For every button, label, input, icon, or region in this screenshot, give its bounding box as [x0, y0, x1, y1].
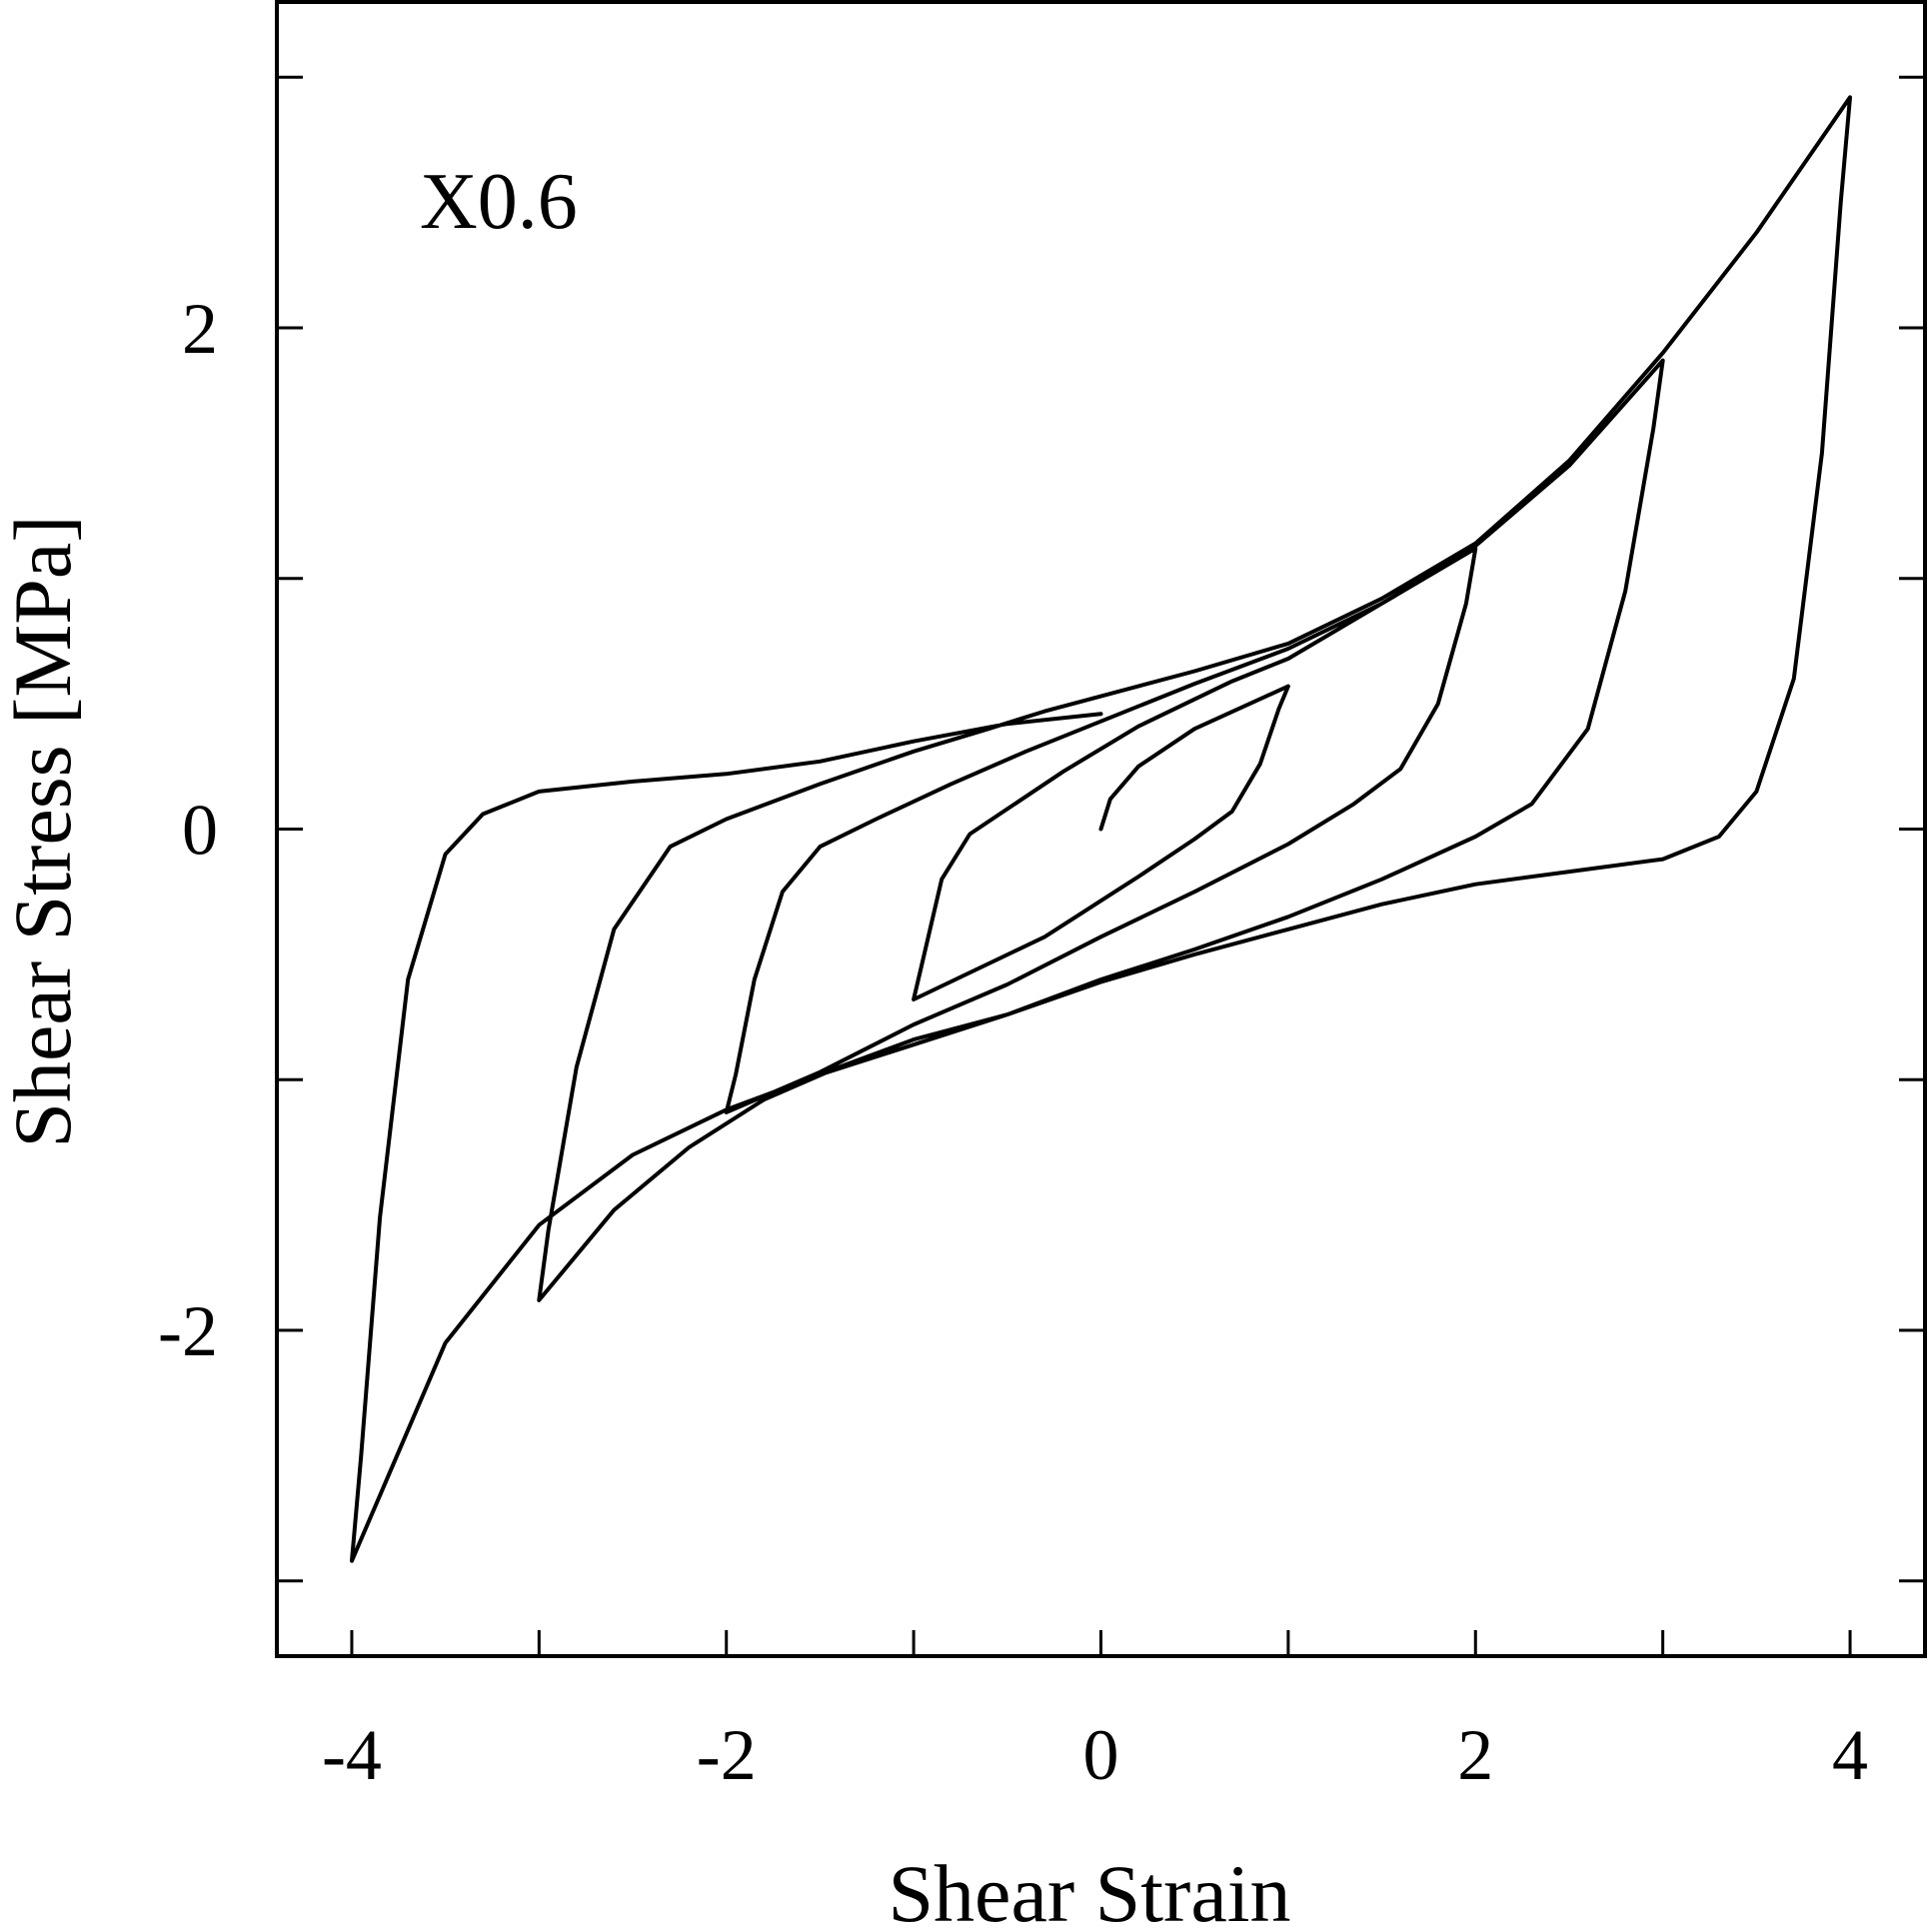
y-tick-label: 0: [182, 791, 218, 871]
y-tick-label: -2: [158, 1291, 218, 1371]
x-tick-label: -4: [322, 1715, 382, 1795]
chart-annotation: X0.6: [420, 158, 578, 246]
series-layer: [350, 95, 1852, 1563]
x-tick-label: -2: [697, 1715, 757, 1795]
y-axis-title: Shear Stress [MPa]: [0, 515, 88, 1147]
y-tick-label: 2: [182, 289, 218, 369]
x-axis-title: Shear Strain: [888, 1848, 1290, 1929]
x-tick-label: 2: [1457, 1715, 1493, 1795]
x-tick-label: 4: [1832, 1715, 1868, 1795]
x-tick-label: 0: [1083, 1715, 1119, 1795]
axis-ticks: [277, 75, 1925, 1656]
hysteresis-curve: [350, 95, 1852, 1563]
tick-labels: -4 -2 0 2 4 -2 0 2: [158, 289, 1868, 1795]
